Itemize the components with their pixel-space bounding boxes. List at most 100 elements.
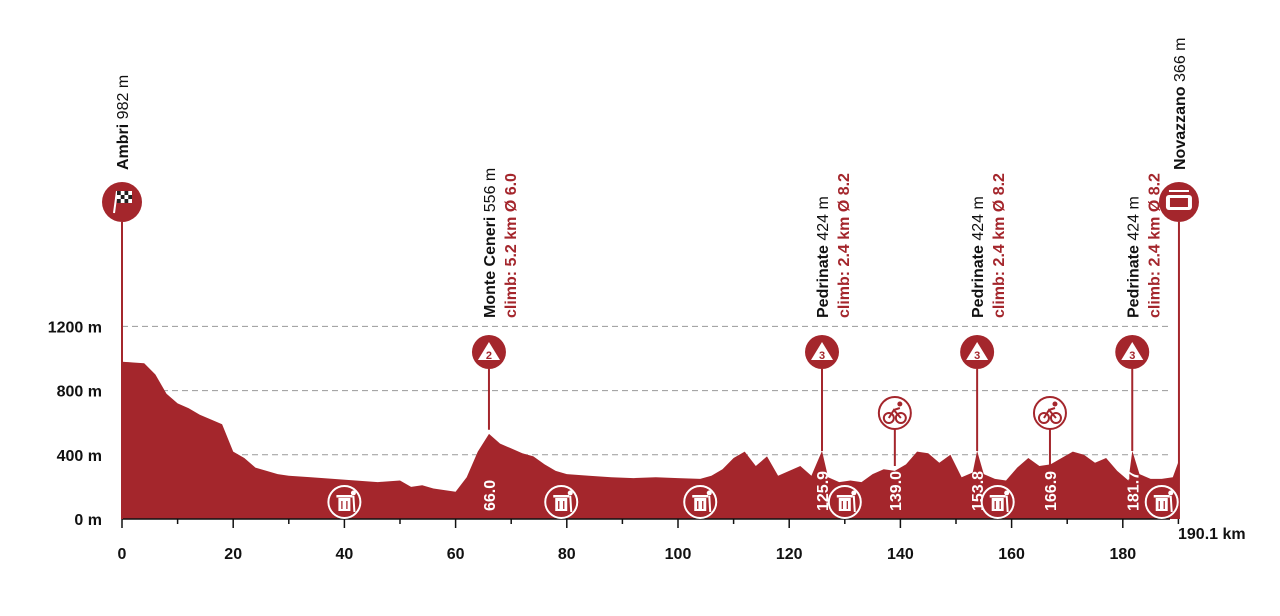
gridlines bbox=[122, 325, 1170, 456]
flag-check bbox=[120, 195, 125, 199]
rider-head bbox=[1052, 401, 1058, 407]
km-marker-label: 66.0 bbox=[482, 480, 499, 511]
climb-info: climb: 2.4 km Ø 8.2 bbox=[1146, 173, 1163, 318]
x-tick-label: 60 bbox=[447, 546, 465, 563]
finish-window bbox=[1169, 198, 1188, 207]
point-label: Ambri 982 m bbox=[115, 75, 132, 170]
bike-frame bbox=[887, 407, 902, 419]
waste-zone bbox=[683, 485, 718, 519]
x-tick-label: 100 bbox=[665, 546, 692, 563]
bike-wheel bbox=[1049, 412, 1062, 424]
km-marker-label: 125.9 bbox=[815, 471, 832, 511]
bin-body bbox=[555, 498, 568, 511]
point-label: Novazzano 366 m bbox=[1172, 38, 1189, 171]
rider-head bbox=[897, 401, 903, 407]
mountain-shape bbox=[811, 342, 834, 360]
y-tick-label: 400 m bbox=[57, 448, 102, 465]
bin-body bbox=[838, 498, 851, 511]
y-axis: 0 m 400 m 800 m 1200 m bbox=[48, 319, 102, 529]
profile-point: Novazzano 366 m bbox=[1158, 38, 1199, 519]
bin-body bbox=[694, 498, 707, 511]
mountain-shape bbox=[1121, 342, 1144, 360]
km-marker-label: 181.7 bbox=[1125, 471, 1142, 511]
bike-wheel bbox=[882, 412, 895, 424]
point-altitude: 982 m bbox=[115, 75, 132, 124]
point-name: Pedrinate bbox=[815, 245, 832, 318]
bin-lid bbox=[553, 495, 570, 498]
person-head bbox=[851, 490, 857, 496]
markers: Ambri 982 m 2 Monte Ceneri 556 m climb: 5.2… bbox=[102, 38, 1199, 519]
waste-zone bbox=[827, 485, 862, 519]
bike-wheel bbox=[894, 412, 907, 424]
x-tick-label: 0 bbox=[118, 546, 127, 563]
km-marker-label: 166.9 bbox=[1043, 471, 1060, 511]
y-tick-label: 1200 m bbox=[48, 319, 102, 336]
flag-pole bbox=[113, 190, 118, 214]
bin-lid bbox=[692, 495, 709, 498]
x-tick-label: 80 bbox=[558, 546, 576, 563]
point-name: Pedrinate bbox=[970, 245, 987, 318]
mountain-category: 3 bbox=[974, 350, 980, 362]
point-altitude: 424 m bbox=[815, 196, 832, 245]
climb-info: climb: 2.4 km Ø 8.2 bbox=[836, 173, 853, 318]
mountain-category: 2 bbox=[486, 350, 492, 362]
climb-info: climb: 2.4 km Ø 8.2 bbox=[991, 173, 1008, 318]
x-tick-label: 160 bbox=[998, 546, 1025, 563]
bin-lid bbox=[836, 495, 853, 498]
person-head bbox=[567, 490, 573, 496]
sprint-badge bbox=[877, 396, 912, 430]
point-altitude: 366 m bbox=[1172, 38, 1189, 87]
flag-check bbox=[128, 195, 132, 199]
point-label: Pedrinate 424 m bbox=[970, 196, 987, 318]
bin-body bbox=[991, 498, 1004, 511]
person-body bbox=[708, 495, 712, 513]
mountain-shape bbox=[966, 342, 989, 360]
point-name: Ambri bbox=[115, 124, 132, 170]
person-head bbox=[706, 490, 712, 496]
mountain-category: 3 bbox=[1129, 350, 1135, 362]
person-body bbox=[852, 495, 856, 513]
point-name: Pedrinate bbox=[1125, 245, 1142, 318]
climb-info: climb: 5.2 km Ø 6.0 bbox=[503, 173, 520, 318]
profile-point: Ambri 982 m bbox=[102, 75, 142, 519]
point-label: Pedrinate 424 m bbox=[815, 196, 832, 318]
person-body bbox=[352, 495, 356, 513]
waste-zone bbox=[327, 485, 362, 519]
km-marker-label: 139.0 bbox=[888, 471, 905, 511]
profile-point: 3 Pedrinate 424 m climb: 2.4 km Ø 8.2 181.7 bbox=[1115, 173, 1163, 511]
point-altitude: 424 m bbox=[1125, 196, 1142, 245]
x-tick-label: 140 bbox=[887, 546, 914, 563]
bike-frame bbox=[1043, 407, 1057, 419]
person-body bbox=[569, 495, 573, 513]
point-label: Monte Ceneri 556 m bbox=[482, 168, 499, 318]
flag-check bbox=[117, 199, 121, 203]
person-head bbox=[1004, 490, 1010, 496]
waste-zone bbox=[544, 485, 579, 519]
x-tick-label: 40 bbox=[336, 546, 354, 563]
point-name: Monte Ceneri bbox=[482, 217, 499, 318]
person-body bbox=[1005, 495, 1009, 513]
person-body bbox=[1169, 495, 1173, 513]
sprint-badge bbox=[1032, 396, 1067, 430]
bin-lid bbox=[989, 495, 1006, 498]
person-head bbox=[350, 490, 356, 496]
y-tick-label: 800 m bbox=[57, 384, 102, 401]
x-tick-label: 180 bbox=[1109, 546, 1136, 563]
point-altitude: 424 m bbox=[970, 196, 987, 245]
bin-body bbox=[1155, 498, 1168, 511]
y-tick-label: 0 m bbox=[74, 512, 102, 529]
mountain-category: 3 bbox=[819, 350, 825, 362]
flag-check bbox=[124, 191, 129, 195]
sprint-point: 139.0 bbox=[877, 396, 912, 511]
flag-check bbox=[124, 199, 129, 203]
bin-body bbox=[338, 498, 351, 511]
total-distance-label: 190.1 km bbox=[1178, 526, 1246, 543]
bike-wheel bbox=[1037, 412, 1050, 424]
point-name: Novazzano bbox=[1172, 86, 1189, 170]
x-tick-label: 120 bbox=[776, 546, 803, 563]
point-altitude: 556 m bbox=[482, 168, 499, 217]
mountain-shape bbox=[477, 342, 500, 360]
profile-point: 2 Monte Ceneri 556 m climb: 5.2 km Ø 6.0 66… bbox=[471, 168, 520, 511]
